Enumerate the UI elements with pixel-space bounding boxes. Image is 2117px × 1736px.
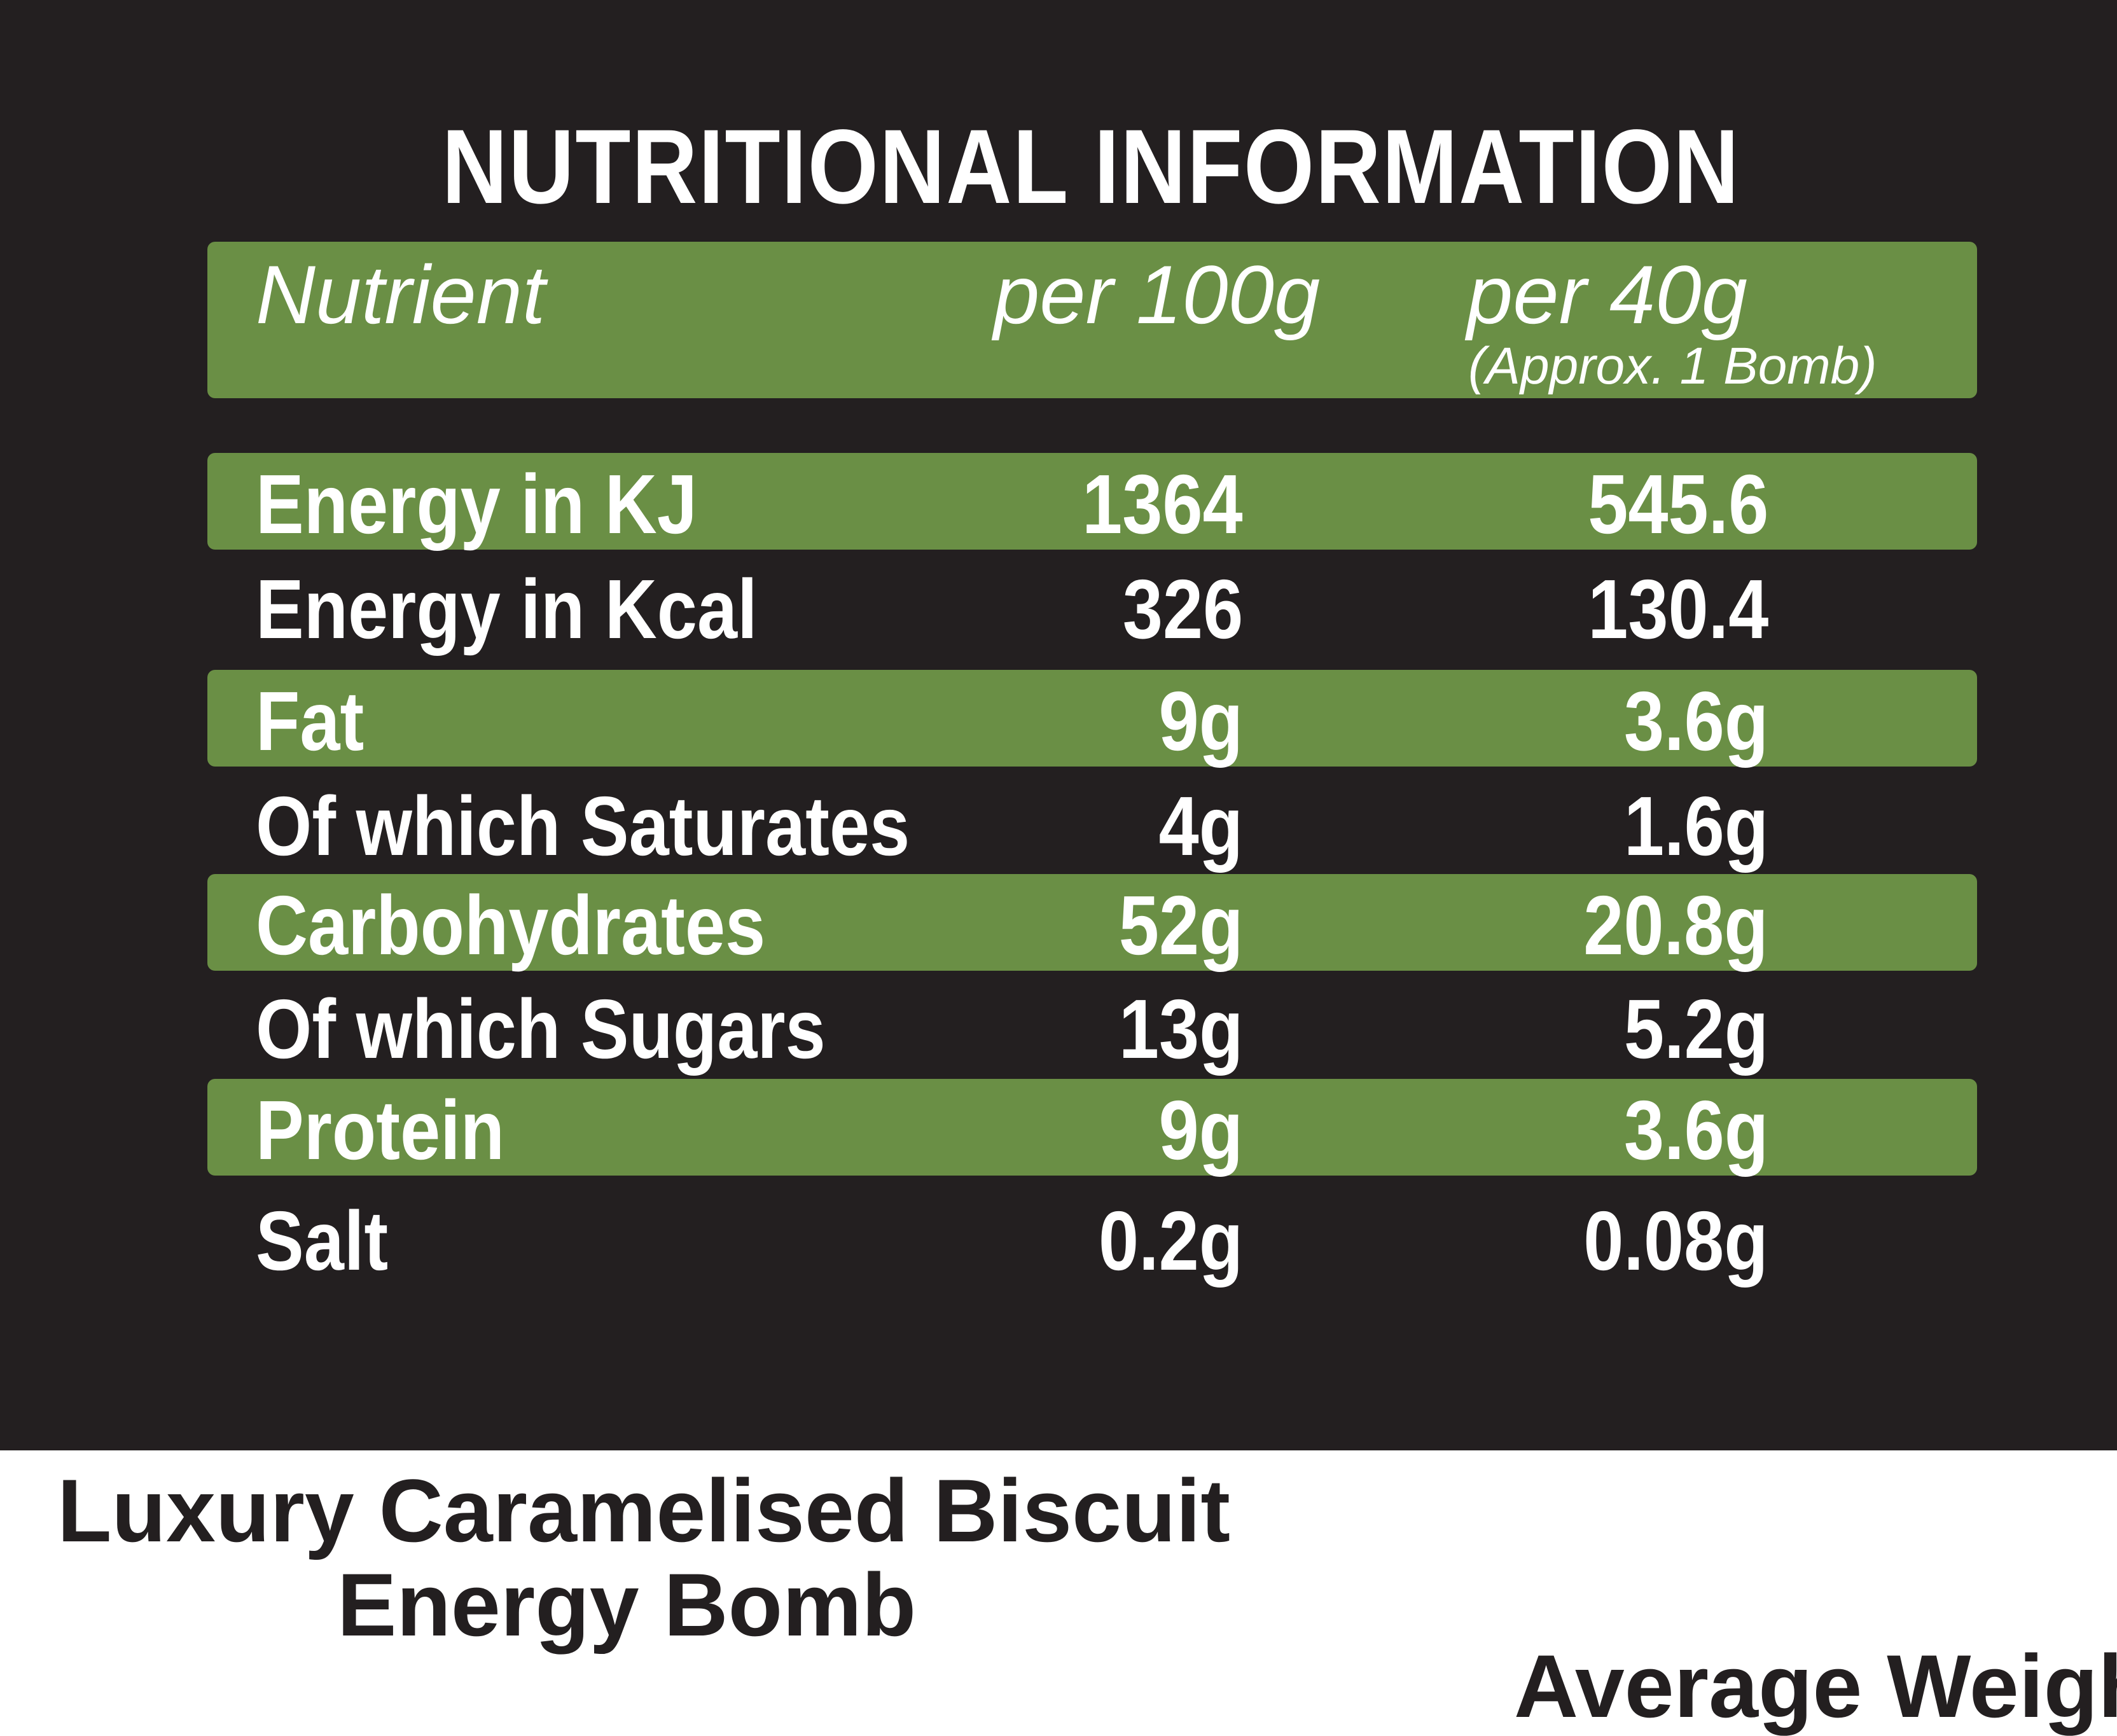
value-per-100g: 52g: [1118, 878, 1243, 972]
table-header: Nutrient per 100g per 40g (Approx. 1 Bom…: [207, 242, 1977, 398]
panel-title: NUTRITIONAL INFORMATION: [441, 108, 1740, 226]
nutrition-panel: NUTRITIONAL INFORMATION Nutrient per 100…: [0, 0, 2117, 1450]
value-per-100g: 326: [1122, 562, 1243, 656]
value-per-40g: 0.08g: [1583, 1194, 1768, 1288]
nutrient-name: Of which Sugars: [256, 982, 826, 1076]
value-per-100g: 9g: [1158, 1083, 1243, 1177]
nutrient-name: Energy in KJ: [256, 457, 697, 551]
value-per-100g: 13g: [1118, 982, 1243, 1076]
header-nutrient: Nutrient: [256, 248, 546, 341]
value-per-40g: 545.6: [1587, 457, 1768, 551]
value-per-40g: 20.8g: [1583, 878, 1768, 972]
value-per-100g: 0.2g: [1098, 1194, 1243, 1288]
nutrient-name: Salt: [256, 1194, 389, 1288]
product-name-line2: Energy Bomb: [337, 1555, 917, 1655]
nutrient-name: Protein: [256, 1083, 505, 1177]
value-per-40g: 1.6g: [1623, 779, 1768, 873]
nutrient-name: Energy in Kcal: [256, 562, 758, 656]
table-row: Salt 0.2g 0.08g: [207, 1190, 1977, 1288]
nutrient-name: Carbohydrates: [256, 878, 766, 972]
value-per-100g: 9g: [1158, 674, 1243, 768]
table-row: Of which Saturates 4g 1.6g: [207, 775, 1977, 873]
table-row: Carbohydrates 52g 20.8g: [207, 874, 1977, 972]
table-row: Fat 9g 3.6g: [207, 670, 1977, 768]
header-per-40g: per 40g: [1467, 248, 1747, 341]
average-weight-label: Average Weight: [1514, 1636, 2117, 1736]
header-per-40g-note: (Approx. 1 Bomb): [1468, 337, 1877, 395]
table-row: Protein 9g 3.6g: [207, 1079, 1977, 1177]
value-per-40g: 3.6g: [1623, 1083, 1768, 1177]
nutrient-name: Of which Saturates: [256, 779, 910, 873]
value-per-40g: 5.2g: [1623, 982, 1768, 1076]
nutrient-name: Fat: [256, 674, 364, 768]
table-row: Energy in Kcal 326 130.4: [207, 558, 1977, 656]
value-per-100g: 1364: [1082, 457, 1243, 551]
product-name-line1: Luxury Caramelised Biscuit: [57, 1461, 1230, 1560]
header-per-100g: per 100g: [994, 248, 1321, 341]
value-per-40g: 3.6g: [1623, 674, 1768, 768]
table-row: Of which Sugars 13g 5.2g: [207, 978, 1977, 1076]
value-per-100g: 4g: [1158, 779, 1243, 873]
table-row: Energy in KJ 1364 545.6: [207, 453, 1977, 551]
value-per-40g: 130.4: [1587, 562, 1768, 656]
